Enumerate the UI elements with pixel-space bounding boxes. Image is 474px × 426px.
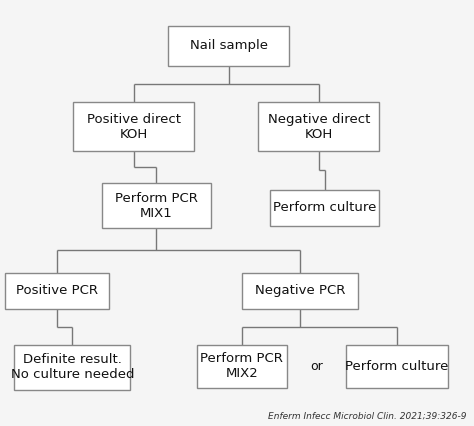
- Text: Negative direct
KOH: Negative direct KOH: [268, 113, 370, 141]
- FancyBboxPatch shape: [197, 345, 287, 388]
- FancyBboxPatch shape: [14, 345, 130, 390]
- FancyBboxPatch shape: [5, 273, 109, 309]
- FancyBboxPatch shape: [270, 190, 379, 226]
- Text: Definite result.
No culture needed: Definite result. No culture needed: [10, 354, 134, 381]
- FancyBboxPatch shape: [346, 345, 448, 388]
- Text: Perform PCR
MIX1: Perform PCR MIX1: [115, 192, 198, 219]
- Text: Perform culture: Perform culture: [273, 201, 376, 214]
- Text: Negative PCR: Negative PCR: [255, 284, 345, 297]
- FancyBboxPatch shape: [242, 273, 358, 309]
- Text: Positive PCR: Positive PCR: [16, 284, 98, 297]
- Text: or: or: [310, 360, 323, 373]
- Text: Perform culture: Perform culture: [345, 360, 449, 373]
- FancyBboxPatch shape: [168, 26, 289, 66]
- FancyBboxPatch shape: [258, 102, 379, 151]
- FancyBboxPatch shape: [73, 102, 194, 151]
- Text: Enferm Infecc Microbiol Clin. 2021;39:326-9: Enferm Infecc Microbiol Clin. 2021;39:32…: [268, 412, 467, 421]
- FancyBboxPatch shape: [102, 183, 211, 228]
- Text: Perform PCR
MIX2: Perform PCR MIX2: [201, 352, 283, 380]
- Text: Positive direct
KOH: Positive direct KOH: [87, 113, 181, 141]
- Text: Nail sample: Nail sample: [190, 39, 268, 52]
